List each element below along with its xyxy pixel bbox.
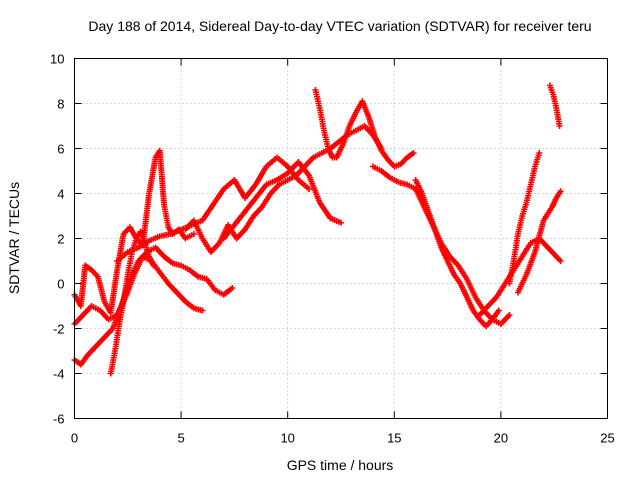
data-point [150,262,157,269]
series-track-13 [514,188,564,296]
plot-frame [74,58,608,419]
data-points [71,82,564,377]
y-tick-label: 10 [50,52,64,67]
data-point [410,150,417,156]
y-tick-label: 8 [57,97,64,112]
data-point [495,307,502,314]
series-track-10 [412,177,502,330]
series-track-8 [312,87,417,170]
x-tick-label: 15 [387,431,401,446]
x-tick-label: 5 [177,431,184,446]
y-tick-label: -6 [53,412,65,427]
data-point [557,258,564,264]
y-tick-label: -4 [53,367,65,382]
y-tick-label: 6 [57,142,64,157]
data-point [556,123,563,129]
x-tick-label: 20 [494,431,508,446]
y-tick-label: -2 [53,322,65,337]
data-point [506,312,513,318]
x-tick-label: 0 [71,431,78,446]
data-point [199,307,206,314]
data-point [536,150,543,156]
data-point [306,186,313,192]
x-tick-label: 25 [600,431,614,446]
series-track-5 [114,154,313,264]
y-tick-label: 4 [57,187,64,202]
data-point [190,231,197,237]
series-track-7 [220,159,344,242]
x-axis-label: GPS time / hours [287,457,394,473]
y-axis-label: SDTVAR / TECUs [6,182,22,294]
y-tick-label: 2 [57,232,64,247]
y-tick-label: 0 [57,277,64,292]
data-point [229,285,236,291]
data-point [338,219,344,226]
data-point [557,188,564,195]
series-track-14 [546,82,563,129]
chart-title: Day 188 of 2014, Sidereal Day-to-day VTE… [88,18,591,34]
series-track-12 [506,150,543,287]
x-tick-label: 10 [280,431,294,446]
